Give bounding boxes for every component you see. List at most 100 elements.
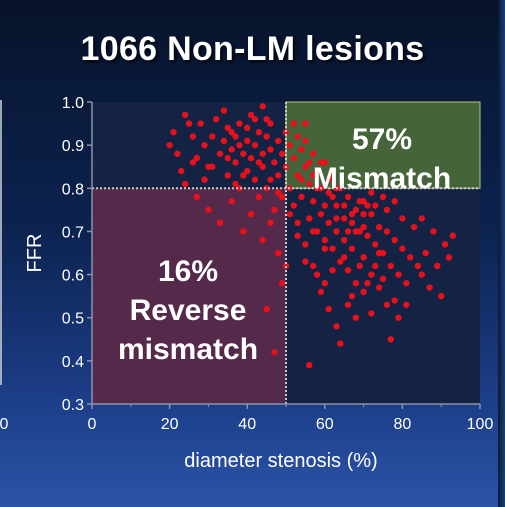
data-point [302,137,309,145]
data-point [306,159,313,166]
data-point [306,180,313,188]
data-point [321,202,328,209]
data-point [205,206,212,214]
data-point [317,159,325,166]
data-point [360,254,367,261]
data-point [271,206,278,214]
data-point [306,215,313,222]
data-point [290,202,297,209]
data-point [244,137,251,145]
data-point [189,159,197,166]
data-point [263,185,270,192]
data-point [201,141,208,149]
data-point [325,189,332,196]
data-point [220,107,228,114]
data-point [364,280,371,287]
data-point [309,172,317,179]
data-point [383,228,391,235]
data-point [201,176,208,183]
data-point [356,262,363,270]
data-point [372,202,379,209]
data-point [313,271,321,278]
data-point [189,133,197,140]
data-point [395,271,402,278]
data-point [418,215,425,222]
data-point [267,219,274,226]
data-point [193,193,200,201]
data-point [302,120,309,127]
data-point [356,198,363,205]
data-point [244,124,251,132]
data-point [329,193,336,201]
data-point [255,159,263,166]
data-point [348,292,356,300]
y-tick-label: 0.6 [62,268,84,285]
data-point [337,340,344,347]
data-point [255,193,263,201]
y-tick-label: 0.9 [62,138,84,155]
data-point [282,262,290,270]
data-point [247,154,255,162]
data-point [298,176,305,183]
x-tick-label: 40 [238,416,256,433]
data-point [251,116,259,123]
data-point [422,249,429,257]
data-point [232,180,239,188]
data-point [410,223,418,231]
data-point [395,314,402,321]
y-tick-label: 0.7 [62,224,84,241]
data-point [391,297,398,304]
data-point [352,206,360,214]
data-point [166,141,173,149]
data-point [220,137,228,145]
slide-edge-bar [498,0,505,507]
data-point [298,146,305,153]
data-point [329,267,336,274]
data-point [236,120,243,127]
data-point [240,150,247,157]
data-point [240,228,247,235]
data-point [329,172,336,179]
data-point [174,150,181,157]
data-point [263,305,270,313]
data-point [418,271,425,278]
data-point [317,288,325,296]
data-point [399,215,406,222]
data-point [306,361,313,369]
data-point [170,129,177,136]
data-point [278,193,286,201]
data-point [263,116,270,123]
data-point [341,236,348,244]
data-point [294,232,301,239]
data-point [329,245,336,252]
edge-tick-label: 0 [0,416,9,433]
data-point [321,236,328,244]
data-point [348,219,356,226]
data-point [302,241,309,248]
data-point [290,154,297,162]
data-point [360,210,367,218]
data-point [391,236,398,244]
data-point [251,176,259,183]
data-point [368,189,375,196]
data-point [441,241,449,248]
data-point [275,189,282,196]
data-point [317,210,325,218]
data-point [197,120,204,127]
data-point [282,129,290,136]
data-point [348,245,356,252]
data-point [278,280,286,287]
data-point [348,210,356,218]
x-axis-title: diameter stenosis (%) [184,450,377,472]
data-point [181,180,189,188]
x-tick-label: 0 [88,416,97,433]
data-point [391,198,398,205]
data-point [228,129,235,136]
data-point [344,193,352,201]
data-point [399,245,406,252]
data-point [228,198,235,205]
data-point [426,284,433,291]
data-point [375,249,383,257]
data-point [216,219,224,226]
data-point [379,193,387,201]
